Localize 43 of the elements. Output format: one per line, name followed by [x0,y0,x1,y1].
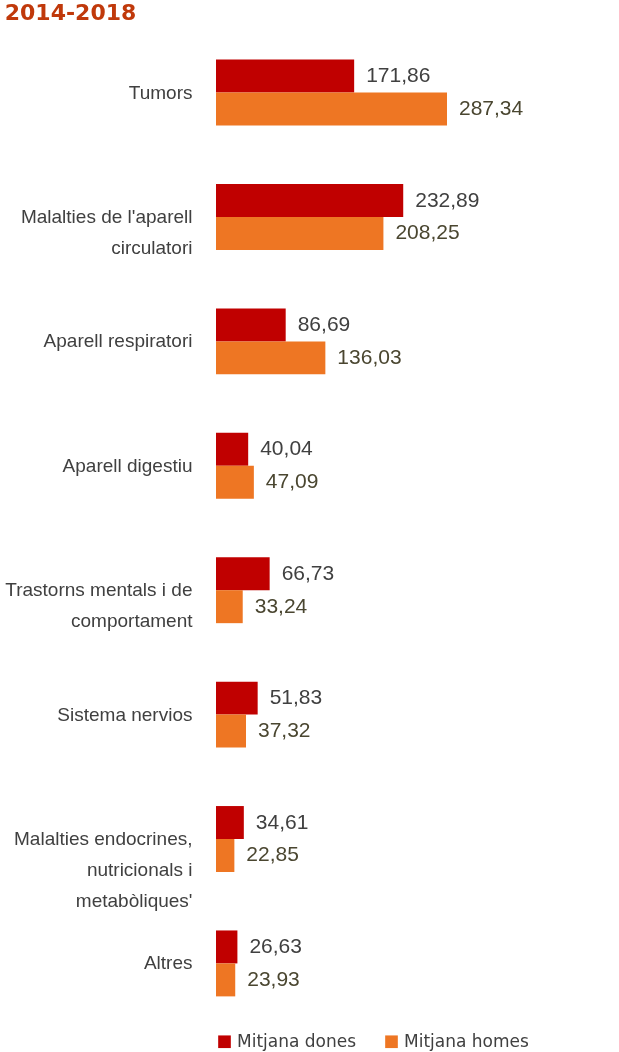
bar [216,930,238,964]
bar [216,590,243,624]
bar [216,714,246,748]
data-label: 47,09 [265,469,319,493]
data-label: 23,93 [247,966,300,990]
data-label: 232,89 [415,187,480,211]
y-tick-label: Aparell digestiu [62,454,193,476]
bar [216,341,326,375]
y-tick-label: Altres [143,952,193,974]
data-label: 33,24 [254,593,308,617]
y-tick-label: Malalties de l'aparell circulatori [20,205,193,258]
data-label: 22,85 [246,842,299,866]
legend-label: Mitjana homes [404,1030,529,1051]
data-label: 136,03 [337,344,402,368]
bar [216,184,404,217]
data-label: 287,34 [459,96,524,120]
y-tick-label: Tumors [128,81,193,103]
data-label: 51,83 [269,685,323,709]
data-label: 86,69 [297,311,351,335]
bar [216,839,235,872]
data-label: 34,61 [255,809,309,833]
chart-title: 2014-2018 [4,0,137,25]
data-label: 26,63 [249,933,302,957]
data-label: 208,25 [395,220,460,244]
data-label: 171,86 [366,63,431,87]
bar [216,681,258,715]
y-tick-label: Trastorns mentals i de comportament [5,579,194,632]
y-tick-label: Malalties endocrines, nutricionals i metabòliques' [14,828,193,912]
y-tick-label: Sistema nervios [57,703,193,725]
y-tick-label: Aparell respiratori [43,330,193,352]
data-label: 66,73 [281,560,335,584]
data-label: 37,32 [258,718,311,742]
bar [216,59,355,93]
data-label: 40,04 [260,436,314,460]
bar [216,308,286,342]
bar [216,92,447,126]
bar [216,216,384,250]
legend-label: Mitjana dones [237,1030,357,1051]
bar [216,432,249,466]
bar [216,557,270,591]
bar [216,465,254,499]
bar [216,806,244,840]
bar [216,963,236,997]
